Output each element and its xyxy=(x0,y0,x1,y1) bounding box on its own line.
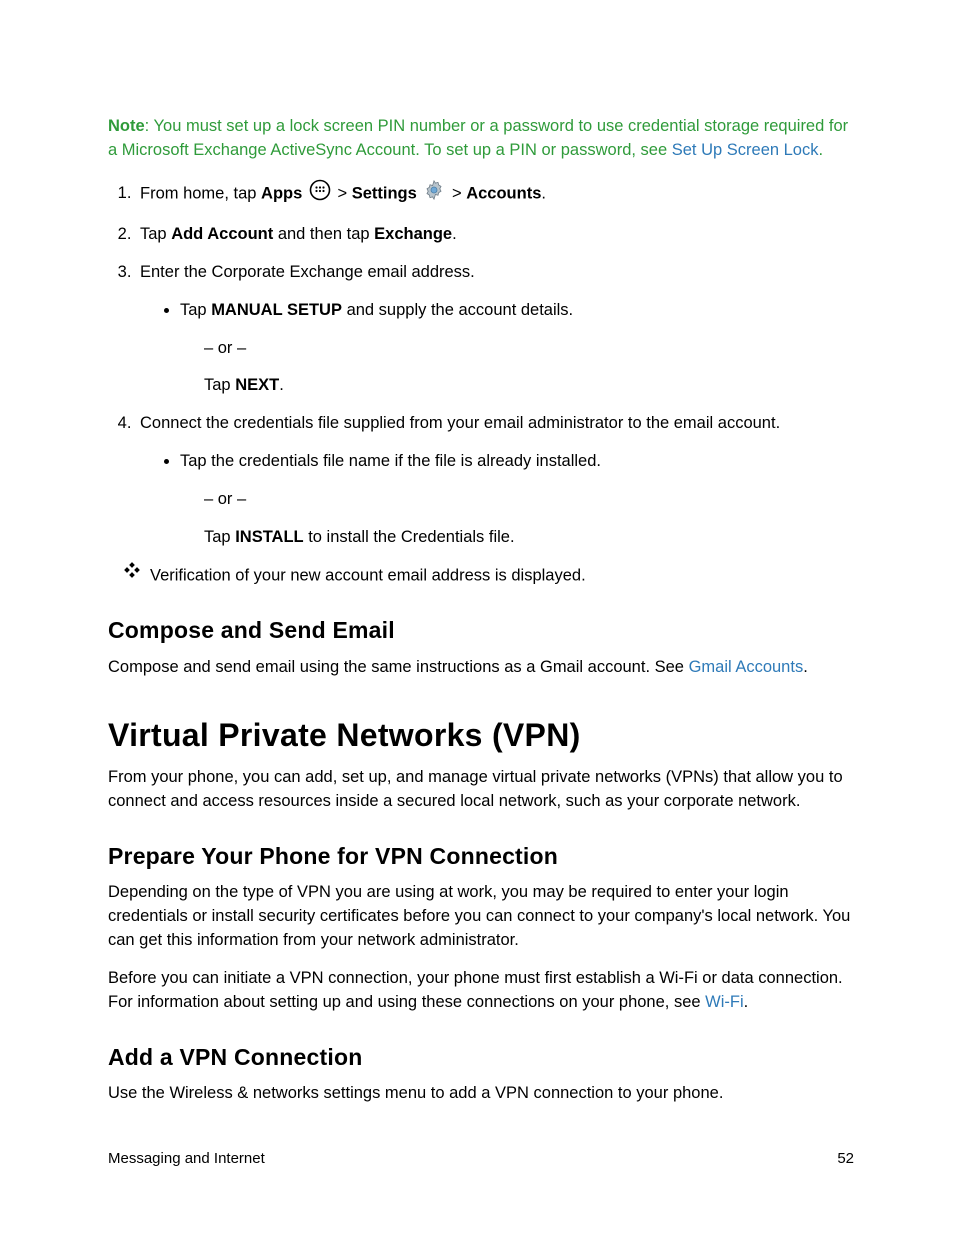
step1-gt1: > xyxy=(333,184,352,202)
step1-prefix: From home, tap xyxy=(140,184,261,202)
step1-settings: Settings xyxy=(352,184,417,202)
s3b2-pre: Tap xyxy=(204,376,235,394)
step1-accounts: Accounts xyxy=(466,184,541,202)
prepare-heading: Prepare Your Phone for VPN Connection xyxy=(108,840,854,873)
addvpn-text: Use the Wireless & networks settings men… xyxy=(108,1082,854,1106)
vpn-intro: From your phone, you can add, set up, an… xyxy=(108,766,854,814)
step4-sub: Tap the credentials file name if the fil… xyxy=(140,450,854,474)
step-4: Connect the credentials file supplied fr… xyxy=(136,412,854,550)
steps-list: From home, tap Apps > Settings > Account… xyxy=(108,179,854,550)
diamond-icon xyxy=(124,562,140,586)
step2-period: . xyxy=(452,225,457,243)
verify-text: Verification of your new account email a… xyxy=(150,566,586,584)
s4b2-post: to install the Credentials file. xyxy=(304,528,515,546)
compose-heading: Compose and Send Email xyxy=(108,614,854,647)
verify-line: Verification of your new account email a… xyxy=(124,564,854,588)
step2-ex: Exchange xyxy=(374,225,452,243)
footer-page-number: 52 xyxy=(837,1150,854,1167)
step3-or: – or – xyxy=(204,337,854,361)
step2-add: Add Account xyxy=(171,225,273,243)
wifi-link[interactable]: Wi-Fi xyxy=(705,993,743,1011)
s3b1-pre: Tap xyxy=(180,301,211,319)
s3b2-post: . xyxy=(279,376,284,394)
footer-left: Messaging and Internet xyxy=(108,1150,265,1167)
compose-pre: Compose and send email using the same in… xyxy=(108,658,689,676)
step3-text: Enter the Corporate Exchange email addre… xyxy=(140,263,475,281)
s3b2-bold: NEXT xyxy=(235,376,279,394)
compose-tail: . xyxy=(803,658,808,676)
step4-bullet1: Tap the credentials file name if the fil… xyxy=(180,450,854,474)
s4b2-pre: Tap xyxy=(204,528,235,546)
settings-icon xyxy=(423,179,445,209)
s3b1-bold: MANUAL SETUP xyxy=(211,301,342,319)
step3-sub: Tap MANUAL SETUP and supply the account … xyxy=(140,299,854,323)
prepare-p1: Depending on the type of VPN you are usi… xyxy=(108,881,854,953)
step2-mid: and then tap xyxy=(273,225,374,243)
step-3: Enter the Corporate Exchange email addre… xyxy=(136,261,854,399)
gmail-accounts-link[interactable]: Gmail Accounts xyxy=(689,658,804,676)
step4-bullet2: Tap INSTALL to install the Credentials f… xyxy=(204,526,854,550)
prepare-p2: Before you can initiate a VPN connection… xyxy=(108,967,854,1015)
s3b1-post: and supply the account details. xyxy=(342,301,573,319)
apps-icon xyxy=(309,179,331,209)
step4-or: – or – xyxy=(204,488,854,512)
addvpn-heading: Add a VPN Connection xyxy=(108,1041,854,1074)
note-label: Note xyxy=(108,117,145,135)
setup-screen-lock-link[interactable]: Set Up Screen Lock xyxy=(672,141,819,159)
step3-bullet1: Tap MANUAL SETUP and supply the account … xyxy=(180,299,854,323)
note-paragraph: Note: You must set up a lock screen PIN … xyxy=(108,115,854,163)
note-tail: . xyxy=(818,141,823,159)
compose-text: Compose and send email using the same in… xyxy=(108,656,854,680)
vpn-heading: Virtual Private Networks (VPN) xyxy=(108,712,854,758)
step4-text: Connect the credentials file supplied fr… xyxy=(140,414,780,432)
page-content: Note: You must set up a lock screen PIN … xyxy=(0,0,954,1106)
s4b2-bold: INSTALL xyxy=(235,528,303,546)
step1-gt2: > xyxy=(447,184,466,202)
step-1: From home, tap Apps > Settings > Account… xyxy=(136,179,854,209)
page-footer: Messaging and Internet 52 xyxy=(108,1150,854,1167)
step2-prefix: Tap xyxy=(140,225,171,243)
step-2: Tap Add Account and then tap Exchange. xyxy=(136,223,854,247)
step1-apps: Apps xyxy=(261,184,302,202)
step3-bullet2: Tap NEXT. xyxy=(204,374,854,398)
prepare-p2-tail: . xyxy=(744,993,749,1011)
step1-period: . xyxy=(541,184,546,202)
